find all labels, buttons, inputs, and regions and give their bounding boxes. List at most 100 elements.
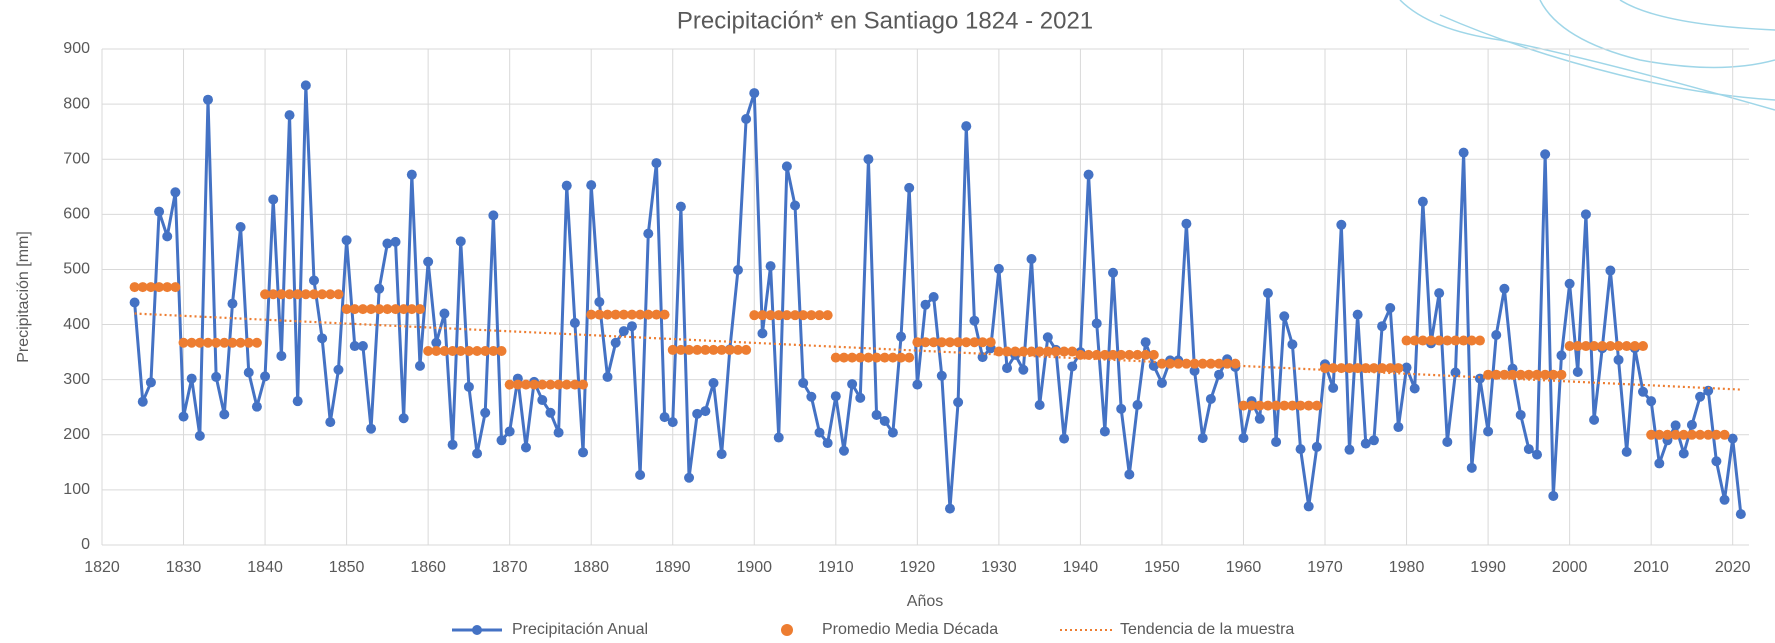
data-point bbox=[463, 346, 474, 357]
data-point bbox=[1613, 341, 1624, 352]
data-point bbox=[1727, 433, 1738, 444]
data-point bbox=[692, 408, 703, 419]
data-point bbox=[1368, 363, 1379, 374]
data-point bbox=[1621, 446, 1632, 457]
data-point bbox=[610, 309, 621, 320]
data-point bbox=[504, 379, 515, 390]
x-tick-label: 2010 bbox=[1633, 559, 1669, 576]
data-point bbox=[1026, 253, 1037, 264]
data-point bbox=[749, 88, 760, 99]
data-point bbox=[635, 470, 646, 481]
data-point bbox=[145, 377, 156, 388]
data-point bbox=[341, 235, 352, 246]
data-point bbox=[586, 180, 597, 191]
data-point bbox=[1442, 335, 1453, 346]
data-point bbox=[211, 337, 222, 348]
data-point bbox=[447, 439, 458, 450]
data-point bbox=[928, 337, 939, 348]
data-point bbox=[626, 321, 637, 332]
data-point bbox=[219, 409, 230, 420]
data-point bbox=[618, 309, 629, 320]
decoration bbox=[1399, 0, 1775, 111]
data-point bbox=[1548, 490, 1559, 501]
data-point bbox=[1050, 346, 1061, 357]
data-point bbox=[1605, 265, 1616, 276]
data-point bbox=[977, 337, 988, 348]
data-point bbox=[741, 113, 752, 124]
data-point bbox=[268, 194, 279, 205]
data-point bbox=[202, 337, 213, 348]
data-point bbox=[1703, 385, 1714, 396]
data-point bbox=[317, 333, 328, 344]
data-point bbox=[1108, 267, 1119, 278]
data-point bbox=[920, 337, 931, 348]
data-point bbox=[1067, 361, 1078, 372]
data-point bbox=[357, 304, 368, 315]
data-point bbox=[1156, 377, 1167, 388]
data-point bbox=[1393, 422, 1404, 433]
data-point bbox=[553, 427, 564, 438]
data-point bbox=[1067, 346, 1078, 357]
data-point bbox=[651, 158, 662, 169]
data-point bbox=[1393, 363, 1404, 374]
data-point bbox=[235, 222, 246, 233]
data-point bbox=[790, 200, 801, 211]
data-point bbox=[781, 310, 792, 321]
data-point bbox=[610, 337, 621, 348]
data-point bbox=[472, 448, 483, 459]
series-line bbox=[133, 83, 1743, 515]
data-point bbox=[1605, 341, 1616, 352]
data-point bbox=[243, 367, 254, 378]
data-point bbox=[1515, 369, 1526, 380]
data-point bbox=[317, 289, 328, 300]
data-point bbox=[732, 344, 743, 355]
data-point bbox=[855, 392, 866, 403]
data-point bbox=[137, 396, 148, 407]
data-point bbox=[129, 282, 140, 293]
data-point bbox=[406, 304, 417, 315]
data-point bbox=[1254, 413, 1265, 424]
x-tick-label: 1830 bbox=[166, 559, 202, 576]
data-point bbox=[716, 344, 727, 355]
data-point bbox=[300, 289, 311, 300]
x-tick-label: 1920 bbox=[900, 559, 936, 576]
data-point bbox=[1205, 393, 1216, 404]
data-point bbox=[1173, 358, 1184, 369]
data-point bbox=[260, 289, 271, 300]
data-point bbox=[887, 427, 898, 438]
data-point bbox=[537, 379, 548, 390]
data-point bbox=[162, 231, 173, 242]
data-point bbox=[333, 289, 344, 300]
data-point bbox=[390, 236, 401, 247]
data-point bbox=[814, 427, 825, 438]
data-point bbox=[553, 379, 564, 390]
data-point bbox=[1499, 283, 1510, 294]
data-point bbox=[1686, 429, 1697, 440]
data-point bbox=[1311, 400, 1322, 411]
data-point bbox=[162, 282, 173, 293]
data-point bbox=[1466, 462, 1477, 473]
data-point bbox=[1328, 382, 1339, 393]
data-point bbox=[1686, 419, 1697, 430]
data-point bbox=[1083, 349, 1094, 360]
data-point bbox=[1124, 349, 1135, 360]
data-point bbox=[1344, 363, 1355, 374]
data-point bbox=[936, 370, 947, 381]
data-point bbox=[773, 432, 784, 443]
data-point bbox=[439, 346, 450, 357]
data-point bbox=[504, 426, 515, 437]
data-point bbox=[1132, 400, 1143, 411]
data-point bbox=[366, 423, 377, 434]
data-point bbox=[202, 94, 213, 105]
data-point bbox=[912, 379, 923, 390]
data-point bbox=[1140, 337, 1151, 348]
legend: Precipitación Anual Promedio Media Década… bbox=[452, 621, 1294, 638]
data-point bbox=[1654, 429, 1665, 440]
data-point bbox=[194, 430, 205, 441]
data-point bbox=[455, 346, 466, 357]
data-point bbox=[529, 379, 540, 390]
data-point bbox=[186, 373, 197, 384]
data-point bbox=[406, 169, 417, 180]
data-point bbox=[1099, 426, 1110, 437]
data-point bbox=[1320, 363, 1331, 374]
